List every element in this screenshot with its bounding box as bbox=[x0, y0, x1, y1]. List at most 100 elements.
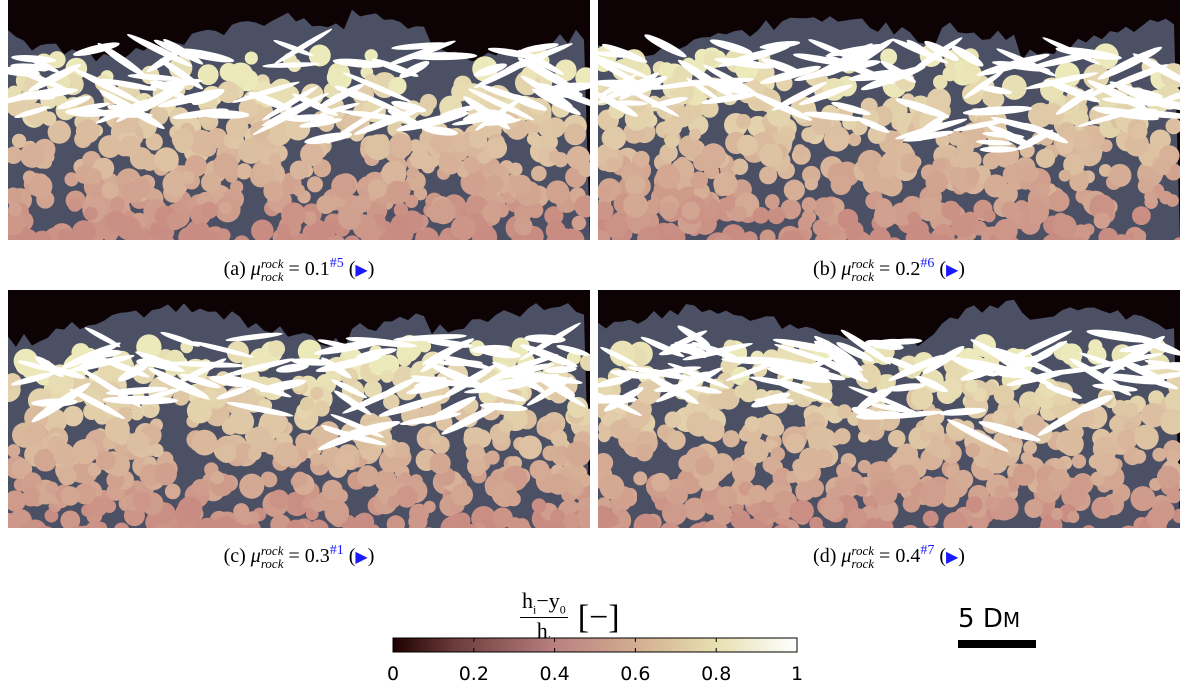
grain bbox=[364, 380, 382, 399]
grain bbox=[48, 370, 74, 396]
play-button[interactable]: ▶ bbox=[945, 549, 959, 566]
sup: rock bbox=[260, 543, 284, 559]
grain bbox=[531, 498, 547, 513]
grain bbox=[1022, 414, 1046, 438]
grain bbox=[450, 483, 474, 506]
grain bbox=[292, 183, 305, 197]
grain bbox=[380, 369, 394, 383]
grain bbox=[984, 174, 1008, 198]
grain bbox=[911, 387, 934, 410]
text: D bbox=[982, 604, 1003, 634]
grain bbox=[109, 196, 126, 213]
flake bbox=[68, 354, 135, 372]
grain bbox=[1005, 441, 1022, 458]
flake bbox=[871, 403, 916, 413]
flake bbox=[252, 99, 320, 136]
flake bbox=[1106, 64, 1169, 90]
sup: rock bbox=[851, 543, 875, 559]
grain bbox=[181, 170, 195, 185]
scale-bar bbox=[958, 640, 1036, 648]
flake bbox=[601, 43, 648, 63]
grain bbox=[1152, 447, 1167, 462]
flake bbox=[556, 345, 590, 356]
grain bbox=[269, 489, 290, 510]
grain bbox=[1121, 525, 1137, 528]
grain bbox=[941, 200, 961, 220]
play-button[interactable]: ▶ bbox=[355, 549, 368, 566]
grain bbox=[228, 408, 255, 435]
flake bbox=[922, 345, 965, 375]
grain bbox=[598, 230, 611, 240]
grain bbox=[390, 214, 411, 234]
flake bbox=[222, 358, 295, 377]
grain bbox=[429, 452, 451, 474]
grain bbox=[1069, 477, 1088, 496]
flake bbox=[346, 88, 407, 115]
grain bbox=[154, 147, 179, 172]
flake bbox=[825, 43, 873, 72]
grain bbox=[664, 411, 682, 428]
grain bbox=[690, 171, 708, 190]
grain bbox=[367, 179, 387, 199]
flake bbox=[96, 356, 150, 378]
grain bbox=[388, 77, 407, 96]
grain bbox=[665, 133, 680, 149]
flake bbox=[771, 380, 832, 403]
grain bbox=[386, 515, 405, 528]
grain bbox=[942, 66, 958, 82]
grain bbox=[801, 127, 817, 143]
grain bbox=[806, 424, 831, 449]
grain bbox=[508, 162, 523, 177]
grain bbox=[486, 174, 504, 193]
grain bbox=[1048, 190, 1070, 212]
flake bbox=[275, 363, 309, 373]
flake bbox=[1144, 359, 1180, 375]
grain bbox=[529, 460, 550, 480]
grain bbox=[357, 465, 379, 487]
play-button[interactable]: ▶ bbox=[355, 262, 368, 279]
flake bbox=[836, 342, 874, 362]
grain bbox=[873, 204, 898, 228]
grain bbox=[1131, 206, 1151, 226]
flake bbox=[1100, 373, 1166, 385]
sup: rock bbox=[260, 256, 284, 272]
flake bbox=[792, 53, 846, 66]
grain bbox=[1132, 449, 1147, 464]
grain bbox=[1098, 227, 1119, 240]
grain bbox=[1058, 169, 1071, 182]
flake bbox=[1145, 371, 1180, 381]
flake bbox=[1037, 403, 1092, 436]
grain bbox=[526, 132, 541, 146]
flake bbox=[600, 346, 638, 367]
flake bbox=[979, 146, 1018, 153]
grain bbox=[1108, 163, 1132, 187]
grain bbox=[868, 227, 892, 240]
grain bbox=[347, 520, 370, 528]
flake bbox=[332, 58, 384, 68]
sub: rock bbox=[851, 556, 875, 572]
grain bbox=[418, 339, 432, 353]
grain bbox=[268, 152, 281, 166]
grain bbox=[1165, 118, 1180, 135]
grain bbox=[555, 445, 568, 458]
grain bbox=[945, 418, 968, 441]
grain bbox=[550, 429, 568, 447]
play-button[interactable]: ▶ bbox=[945, 262, 959, 279]
panel-image bbox=[598, 290, 1180, 528]
text: i bbox=[533, 602, 537, 617]
flake bbox=[467, 88, 535, 121]
sup: rock bbox=[851, 256, 875, 272]
flake bbox=[640, 336, 685, 358]
flake bbox=[49, 366, 86, 379]
flake bbox=[1077, 106, 1147, 128]
grain bbox=[545, 180, 570, 204]
flake bbox=[318, 83, 365, 109]
grain bbox=[564, 123, 587, 146]
flake bbox=[978, 421, 1041, 442]
grain bbox=[321, 221, 338, 238]
caption: (d) μ rock rock = 0.4#7 (▶) bbox=[813, 543, 965, 572]
panel-label: (a) bbox=[223, 258, 246, 280]
grain bbox=[827, 129, 849, 151]
grain bbox=[244, 51, 258, 65]
